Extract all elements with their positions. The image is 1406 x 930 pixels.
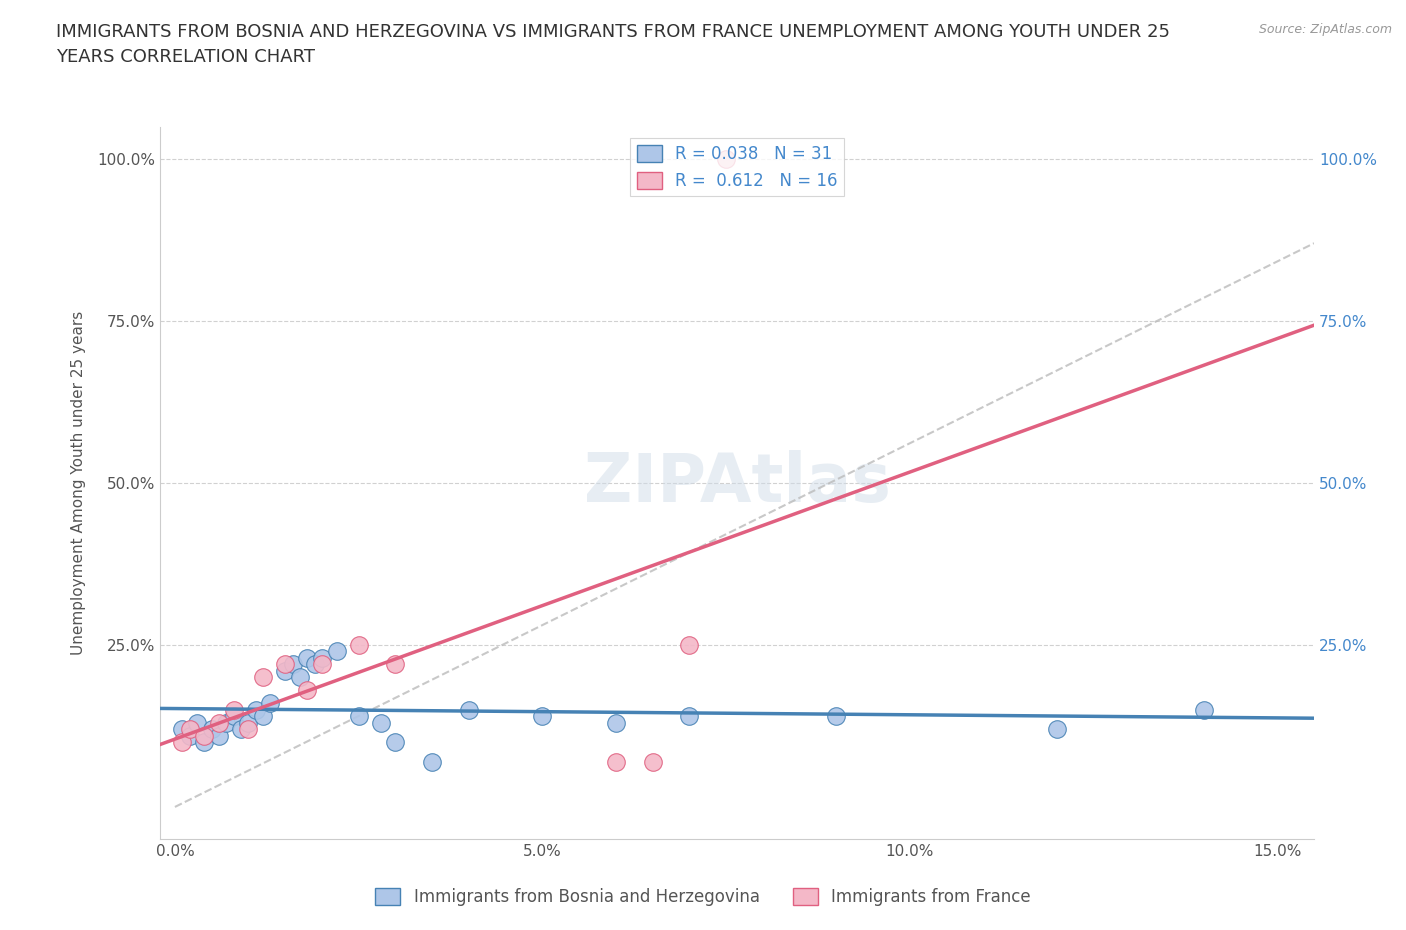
Point — [641, 754, 664, 769]
Point — [347, 638, 370, 653]
Point — [288, 670, 311, 684]
Text: IMMIGRANTS FROM BOSNIA AND HERZEGOVINA VS IMMIGRANTS FROM FRANCE UNEMPLOYMENT AM: IMMIGRANTS FROM BOSNIA AND HERZEGOVINA V… — [56, 23, 1170, 66]
Point — [229, 722, 252, 737]
Point — [1192, 702, 1215, 717]
Point — [208, 728, 231, 743]
Legend: R = 0.038   N = 31, R =  0.612   N = 16: R = 0.038 N = 31, R = 0.612 N = 16 — [630, 139, 844, 196]
Point — [311, 650, 333, 665]
Point — [222, 709, 245, 724]
Point — [215, 715, 238, 730]
Point — [678, 638, 700, 653]
Point — [1046, 722, 1069, 737]
Point — [274, 657, 297, 671]
Point — [420, 754, 443, 769]
Point — [274, 663, 297, 678]
Point — [304, 657, 326, 671]
Point — [179, 728, 201, 743]
Text: Source: ZipAtlas.com: Source: ZipAtlas.com — [1258, 23, 1392, 36]
Point — [384, 735, 406, 750]
Point — [252, 670, 274, 684]
Point — [605, 754, 627, 769]
Point — [245, 702, 267, 717]
Point — [208, 715, 231, 730]
Y-axis label: Unemployment Among Youth under 25 years: Unemployment Among Youth under 25 years — [72, 311, 86, 655]
Point — [238, 715, 260, 730]
Point — [457, 702, 479, 717]
Point — [325, 644, 347, 658]
Point — [825, 709, 848, 724]
Point — [172, 735, 194, 750]
Point — [172, 722, 194, 737]
Point — [193, 735, 215, 750]
Point — [347, 709, 370, 724]
Point — [714, 152, 737, 166]
Point — [531, 709, 554, 724]
Point — [201, 722, 224, 737]
Point — [384, 657, 406, 671]
Point — [222, 702, 245, 717]
Text: ZIPAtlas: ZIPAtlas — [583, 450, 890, 516]
Point — [186, 715, 208, 730]
Point — [295, 650, 318, 665]
Point — [370, 715, 392, 730]
Point — [295, 683, 318, 698]
Point — [311, 657, 333, 671]
Point — [259, 696, 281, 711]
Point — [605, 715, 627, 730]
Point — [179, 722, 201, 737]
Point — [238, 722, 260, 737]
Point — [252, 709, 274, 724]
Point — [678, 709, 700, 724]
Point — [193, 728, 215, 743]
Point — [281, 657, 304, 671]
Legend: Immigrants from Bosnia and Herzegovina, Immigrants from France: Immigrants from Bosnia and Herzegovina, … — [368, 881, 1038, 912]
